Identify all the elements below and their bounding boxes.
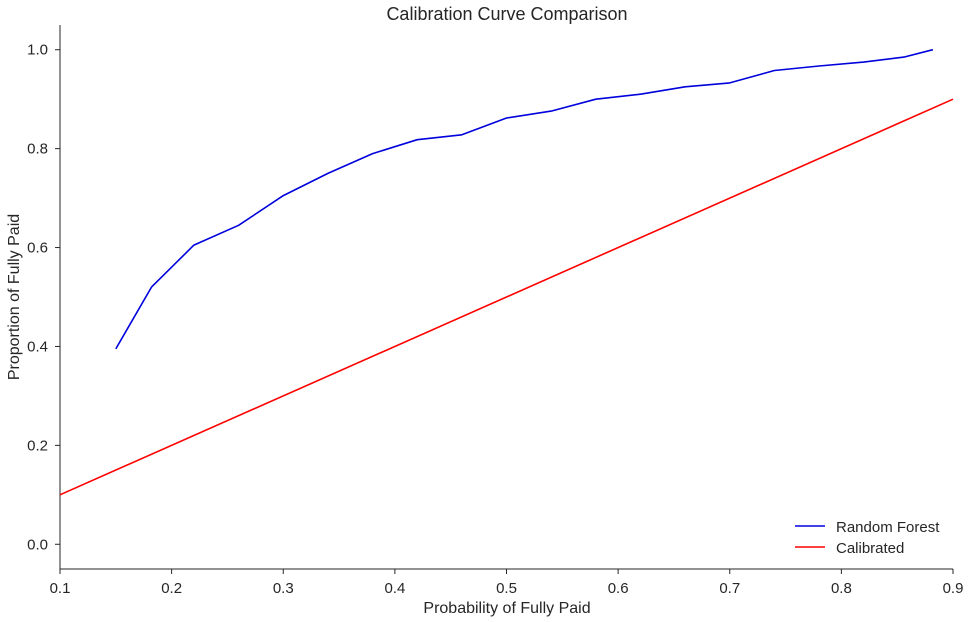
y-tick-label: 0.2 xyxy=(27,437,48,454)
x-tick-label: 0.4 xyxy=(384,580,405,597)
x-ticks: 0.1 0.2 0.3 0.4 0.5 0.6 0.7 0.8 0.9 xyxy=(50,569,964,597)
y-ticks: 0.0 0.2 0.4 0.6 0.8 1.0 xyxy=(27,42,60,553)
y-tick-label: 0.4 xyxy=(27,338,48,355)
legend-label-calibrated: Calibrated xyxy=(836,540,904,557)
x-tick-label: 0.6 xyxy=(608,580,629,597)
legend: Random Forest Calibrated xyxy=(795,519,940,557)
x-tick-label: 0.1 xyxy=(50,580,71,597)
y-tick-label: 0.8 xyxy=(27,141,48,158)
x-tick-label: 0.9 xyxy=(943,580,964,597)
chart-title: Calibration Curve Comparison xyxy=(386,4,627,24)
y-tick-label: 1.0 xyxy=(27,42,48,59)
x-tick-label: 0.2 xyxy=(161,580,182,597)
series-line-random-forest xyxy=(115,48,934,350)
x-tick-label: 0.5 xyxy=(496,580,517,597)
x-tick-label: 0.8 xyxy=(831,580,852,597)
series-layer xyxy=(59,48,954,496)
legend-label-random-forest: Random Forest xyxy=(836,519,940,536)
x-tick-label: 0.3 xyxy=(273,580,294,597)
series-line-calibrated xyxy=(59,98,954,496)
x-axis-title: Probability of Fully Paid xyxy=(423,600,590,617)
y-tick-label: 0.0 xyxy=(27,536,48,553)
y-tick-label: 0.6 xyxy=(27,240,48,257)
x-tick-label: 0.7 xyxy=(719,580,740,597)
y-axis-title: Proportion of Fully Paid xyxy=(6,214,23,380)
